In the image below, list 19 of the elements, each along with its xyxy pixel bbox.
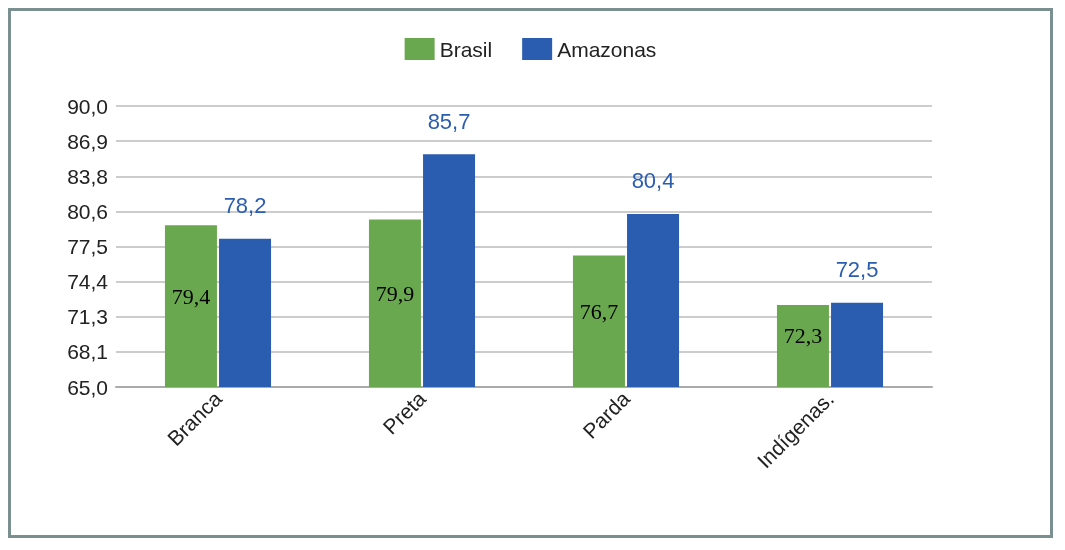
y-tick-label: 80,6 (67, 199, 108, 223)
data-label: 78,2 (223, 193, 267, 219)
data-label: 72,3 (783, 323, 823, 349)
legend-label: Brasil (439, 37, 493, 61)
data-label: 76,7 (579, 298, 619, 324)
y-tick-label: 74,4 (67, 270, 109, 294)
y-tick-label: 83,8 (67, 164, 108, 188)
legend-label: Amazonas (557, 37, 657, 61)
data-label: 72,5 (835, 257, 879, 283)
y-tick-label: 90,0 (67, 94, 108, 118)
y-tick-label: 65,0 (67, 375, 108, 399)
data-label: 79,9 (375, 280, 415, 306)
y-tick-label: 77,5 (67, 235, 108, 258)
data-label: 79,4 (171, 283, 211, 309)
data-label: 85,7 (427, 108, 471, 134)
y-tick-label: 68,1 (67, 340, 108, 364)
data-label: 80,4 (631, 168, 675, 194)
y-tick-label: 71,3 (67, 305, 108, 329)
y-tick-label: 86,9 (67, 129, 108, 153)
